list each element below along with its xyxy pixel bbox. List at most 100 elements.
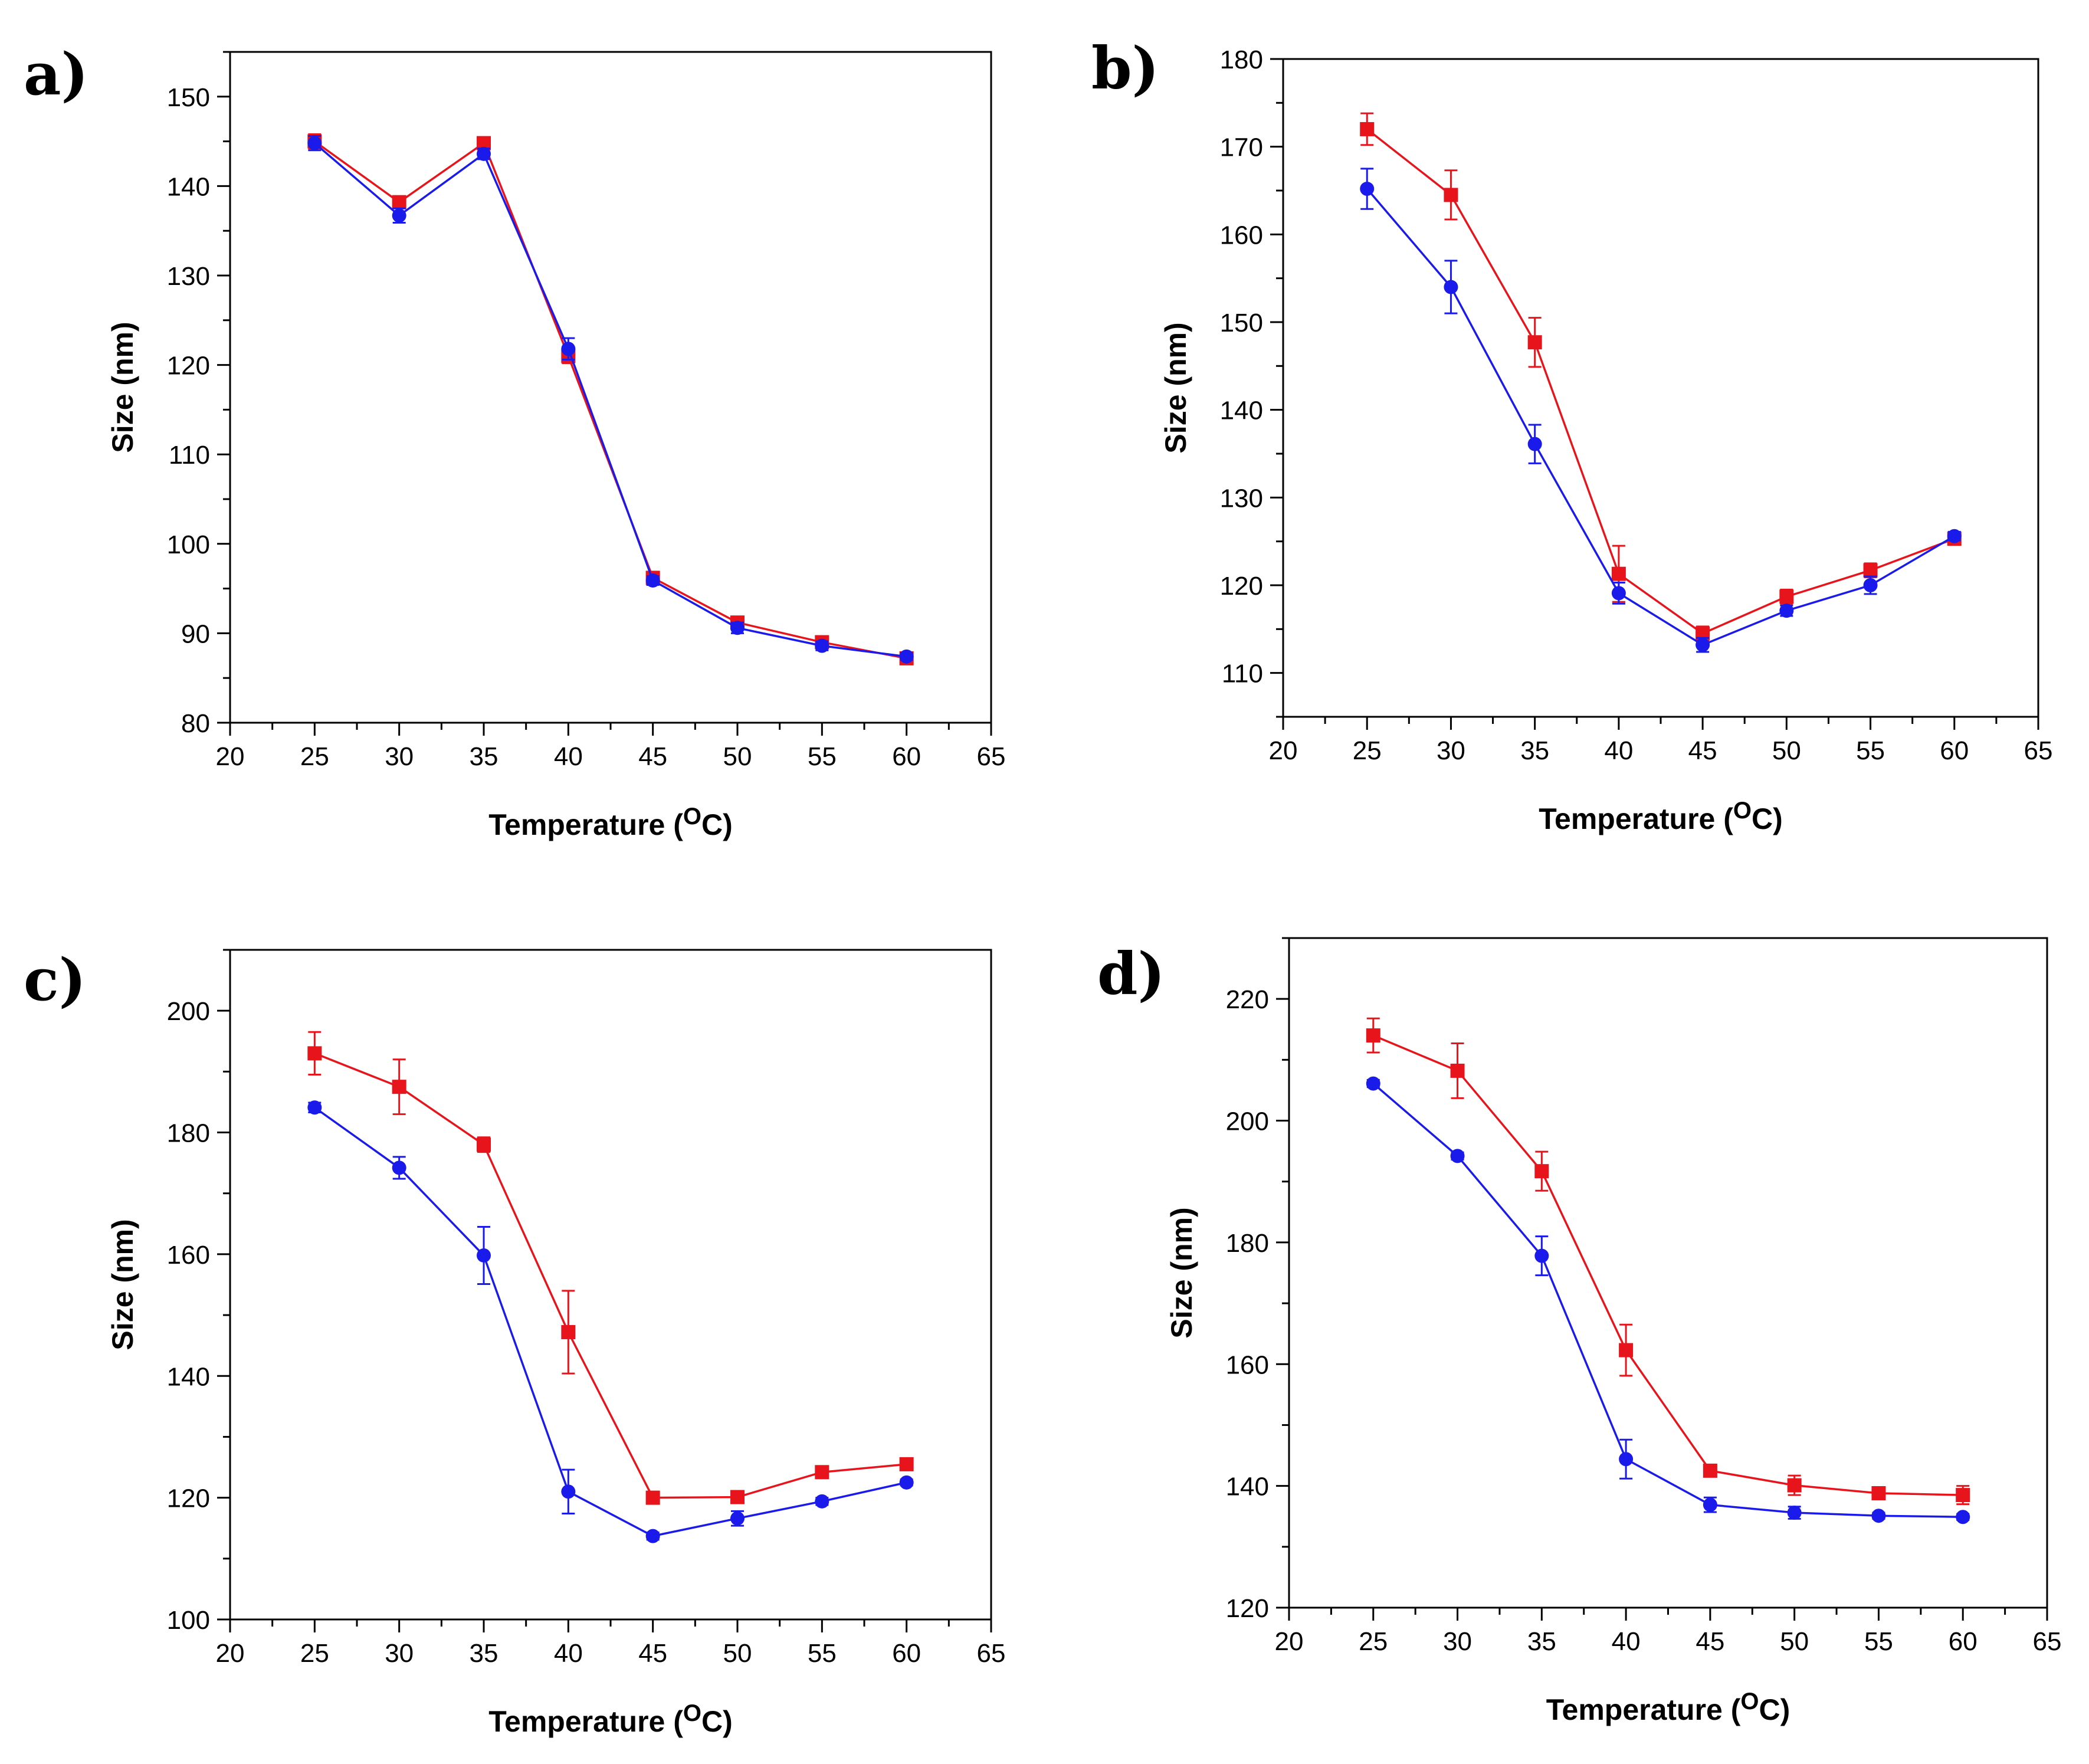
- data-point-square: [1527, 335, 1542, 350]
- data-point-square: [1534, 1164, 1549, 1179]
- y-tick-label: 100: [167, 530, 210, 559]
- x-tick-label: 55: [808, 742, 837, 771]
- x-tick-label: 25: [300, 742, 329, 771]
- x-axis-title-unit: C): [701, 1705, 733, 1738]
- y-tick-label: 140: [1226, 1473, 1269, 1501]
- data-point-square: [1956, 1488, 1970, 1503]
- y-tick-label: 120: [167, 352, 210, 381]
- data-point-circle: [1871, 1509, 1886, 1523]
- data-point-circle: [1619, 1452, 1634, 1467]
- x-tick-label: 60: [892, 1639, 921, 1668]
- y-tick-label: 110: [1222, 660, 1263, 688]
- series-line: [1366, 188, 1955, 647]
- data-point-circle: [1360, 182, 1375, 196]
- y-tick-label: 120: [167, 1484, 210, 1513]
- x-tick-label: 25: [1359, 1627, 1388, 1656]
- data-point-circle: [307, 1100, 322, 1115]
- x-tick-label: 50: [723, 1639, 752, 1668]
- x-axis-title-text: Temperature (: [488, 808, 683, 841]
- x-tick-label: 45: [1688, 736, 1717, 765]
- chart-panel: a) 20 25 30 35 40 45 50 55 60 65 80 90 100 110 120 130 14…: [24, 41, 1005, 841]
- data-point-circle: [899, 1475, 914, 1490]
- x-axis-title: Temperature (OC): [488, 1700, 733, 1738]
- data-series: [1360, 168, 1962, 653]
- y-axis-title: Size (nm): [1165, 1207, 1198, 1338]
- y-tick-label: 180: [1226, 1229, 1269, 1258]
- x-tick-label: 65: [977, 1639, 1006, 1668]
- series-line: [314, 1106, 907, 1537]
- data-point-square: [1450, 1063, 1465, 1078]
- y-tick-label: 180: [1220, 45, 1263, 74]
- data-series: [307, 135, 914, 664]
- data-point-circle: [392, 208, 406, 223]
- x-tick-label: 35: [470, 1639, 499, 1668]
- x-axis-title-superscript: O: [1733, 798, 1752, 824]
- y-tick-label: 150: [1220, 309, 1263, 337]
- data-series: [307, 1031, 914, 1505]
- x-axis-title-superscript: O: [1740, 1688, 1759, 1714]
- data-point-square: [1871, 1486, 1886, 1501]
- series-line: [1373, 1034, 1963, 1496]
- data-point-circle: [730, 621, 745, 635]
- y-tick-label: 120: [1226, 1594, 1269, 1623]
- x-tick-label: 65: [2033, 1627, 2062, 1656]
- y-tick-label: 80: [181, 709, 210, 738]
- x-tick-label: 30: [385, 742, 414, 771]
- data-point-square: [645, 1490, 660, 1505]
- chart-panel: c) 20 25 30 35 40 45 50 55 60 65 100 120 140 160 180 200…: [24, 946, 1005, 1738]
- x-tick-label: 45: [638, 742, 667, 771]
- data-point-circle: [1863, 578, 1878, 592]
- data-point-circle: [477, 1248, 491, 1263]
- x-axis-title-unit: C): [701, 808, 733, 841]
- x-tick-label: 50: [1772, 736, 1801, 765]
- data-point-square: [1863, 563, 1878, 578]
- data-point-square: [392, 1080, 406, 1094]
- data-point-circle: [561, 342, 576, 356]
- y-tick-label: 130: [167, 262, 210, 291]
- data-point-square: [1779, 589, 1794, 604]
- data-point-circle: [645, 1529, 660, 1543]
- data-point-circle: [561, 1484, 576, 1499]
- x-axis-title-superscript: O: [683, 804, 701, 829]
- x-tick-label: 40: [1604, 736, 1633, 765]
- chart-panel: d) 20 25 30 35 40 45 50 55 60 65 120 140 160 180 200 220…: [1097, 937, 2062, 1726]
- data-point-circle: [1956, 1510, 1970, 1524]
- x-tick-label: 60: [1949, 1627, 1978, 1656]
- x-tick-label: 30: [1437, 736, 1465, 765]
- x-tick-label: 35: [1527, 1627, 1556, 1656]
- data-point-circle: [1366, 1076, 1380, 1091]
- x-tick-label: 30: [385, 1639, 414, 1668]
- y-tick-label: 180: [167, 1119, 210, 1148]
- data-point-square: [815, 1465, 829, 1480]
- data-point-square: [1444, 188, 1458, 202]
- data-point-circle: [1450, 1149, 1465, 1163]
- y-axis-title: Size (nm): [1159, 322, 1192, 453]
- x-tick-label: 45: [638, 1639, 667, 1668]
- x-axis-title-text: Temperature (: [1539, 802, 1733, 835]
- chart-panel: b) 20 25 30 35 40 45 50 55 60 65 110 120 130 140 150 160…: [1091, 35, 2052, 835]
- data-point-square: [1366, 1028, 1380, 1043]
- x-tick-label: 55: [1864, 1627, 1893, 1656]
- x-tick-label: 50: [723, 742, 752, 771]
- data-point-square: [561, 1324, 576, 1339]
- y-tick-label: 140: [167, 172, 210, 201]
- x-tick-label: 55: [808, 1639, 837, 1668]
- data-series: [1366, 1076, 1970, 1524]
- x-axis-title-text: Temperature (: [488, 1705, 683, 1738]
- x-tick-label: 40: [554, 742, 583, 771]
- y-tick-label: 170: [1220, 133, 1263, 162]
- data-point-circle: [307, 136, 322, 150]
- panel-letter: a): [24, 41, 88, 109]
- x-tick-label: 45: [1696, 1627, 1724, 1656]
- y-tick-label: 110: [169, 441, 210, 470]
- x-tick-label: 35: [470, 742, 499, 771]
- data-point-square: [1619, 1343, 1634, 1358]
- x-tick-label: 65: [977, 742, 1006, 771]
- data-point-circle: [477, 146, 491, 161]
- data-point-circle: [1703, 1497, 1717, 1512]
- data-point-circle: [645, 573, 660, 588]
- x-axis-title: Temperature (OC): [1546, 1688, 1790, 1726]
- data-point-square: [899, 1457, 914, 1471]
- x-axis-title: Temperature (OC): [488, 804, 733, 841]
